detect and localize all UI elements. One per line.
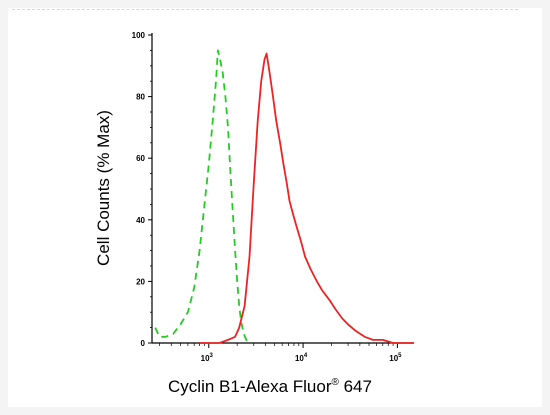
x-axis-title: Cyclin B1-Alexa Fluor® 647 — [168, 377, 372, 396]
chart-frame — [8, 8, 542, 407]
x-tick-label: 105 — [389, 353, 402, 363]
control-histogram-line — [154, 49, 251, 344]
x-axis-title-sup: ® — [331, 377, 339, 388]
y-axis-title: Cell Counts (% Max) — [94, 110, 113, 266]
y-tick-label: 100 — [132, 31, 146, 40]
x-tick-label: 104 — [295, 353, 308, 363]
y-tick-label: 0 — [141, 339, 146, 348]
y-tick-label: 20 — [136, 277, 145, 286]
x-tick-label: 103 — [201, 353, 214, 363]
y-tick-label: 40 — [136, 216, 145, 225]
y-tick-label: 80 — [136, 93, 145, 102]
frame-divider — [12, 9, 518, 10]
x-axis-title-main: Cyclin B1-Alexa Fluor — [168, 377, 332, 396]
y-tick-label: 60 — [136, 154, 145, 163]
sample-histogram-line — [199, 52, 414, 344]
x-axis-title-end: 647 — [339, 377, 372, 396]
